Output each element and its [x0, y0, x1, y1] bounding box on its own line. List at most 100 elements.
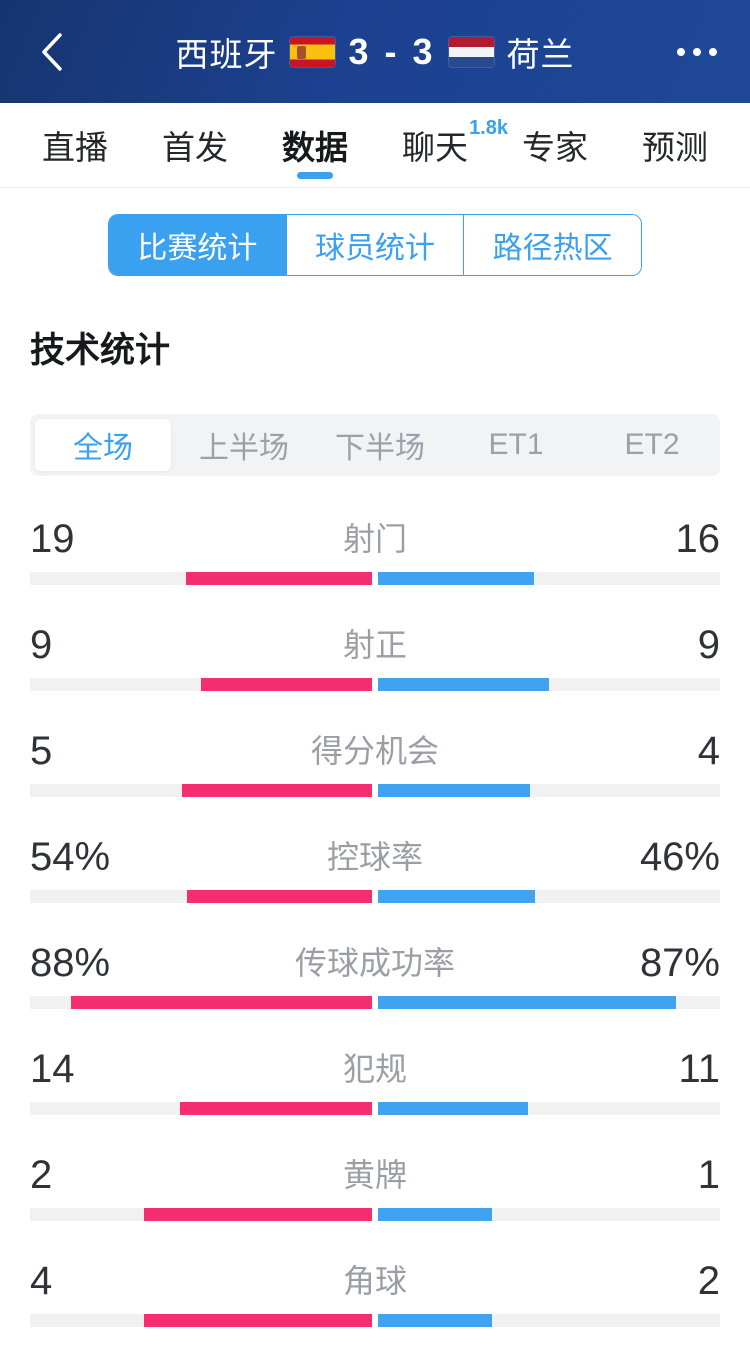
- chat-count-badge: 1.8k: [469, 116, 508, 139]
- home-value-possession: 54%: [30, 835, 111, 879]
- back-button[interactable]: [22, 0, 82, 103]
- nav-tab-label: 预测: [642, 129, 708, 166]
- stat-row-big-chances: 5 得分机会 4: [30, 714, 720, 820]
- stat-label-shots: 射门: [342, 521, 408, 557]
- away-bar-fill: [378, 784, 530, 797]
- away-bar-track: [378, 996, 720, 1009]
- home-bar-track: [30, 784, 372, 797]
- home-bar-fill: [180, 1102, 372, 1115]
- stat-row-shots: 19 射门 16: [30, 502, 720, 608]
- stat-row-corners: 4 角球 2: [30, 1244, 720, 1350]
- active-tab-underline-icon: [297, 171, 333, 179]
- app-header: 西班牙 3 - 3 荷兰: [0, 0, 750, 103]
- period-tab-full-match[interactable]: 全场: [35, 419, 171, 471]
- stat-bar-yellow-cards: [30, 1208, 720, 1221]
- home-value-yellow-cards: 2: [30, 1153, 53, 1197]
- away-value-shots-on-target: 9: [697, 623, 720, 667]
- nav-tab-chat[interactable]: 聊天 1.8k: [402, 103, 508, 188]
- stat-row-head: 5 得分机会 4: [30, 728, 720, 774]
- away-team-name: 荷兰: [506, 35, 575, 73]
- stat-row-head: 14 犯规 11: [30, 1046, 720, 1092]
- home-bar-track: [30, 1314, 372, 1327]
- home-value-big-chances: 5: [30, 729, 53, 773]
- nav-tab-label: 首发: [162, 129, 228, 166]
- stat-label-yellow-cards: 黄牌: [342, 1157, 408, 1193]
- segment-heat-zones[interactable]: 路径热区: [463, 215, 641, 275]
- nav-tab-prediction[interactable]: 预测: [642, 103, 708, 188]
- segment-match-stats[interactable]: 比赛统计: [109, 215, 286, 275]
- nav-tab-label: 专家: [522, 129, 588, 166]
- home-bar-fill: [71, 996, 372, 1009]
- nav-tab-experts[interactable]: 专家: [522, 103, 588, 188]
- match-title: 西班牙 3 - 3 荷兰: [0, 28, 750, 76]
- home-bar-track: [30, 1208, 372, 1221]
- stat-bar-fouls: [30, 1102, 720, 1115]
- chevron-left-icon: [42, 32, 62, 71]
- away-bar-track: [378, 890, 720, 903]
- stat-row-head: 4 角球 2: [30, 1258, 720, 1304]
- away-value-possession: 46%: [639, 835, 720, 879]
- home-bar-track: [30, 678, 372, 691]
- stat-row-shots-on-target: 9 射正 9: [30, 608, 720, 714]
- stat-type-control: 比赛统计 球员统计 路径热区: [108, 214, 642, 276]
- stat-label-big-chances: 得分机会: [310, 733, 440, 769]
- stat-row-head: 19 射门 16: [30, 516, 720, 562]
- home-bar-fill: [201, 678, 372, 691]
- away-bar-fill: [378, 678, 549, 691]
- stat-bar-shots: [30, 572, 720, 585]
- more-button[interactable]: [662, 0, 732, 103]
- stat-row-head: 2 黄牌 1: [30, 1152, 720, 1198]
- away-value-shots: 16: [675, 517, 721, 561]
- stat-type-control-wrap: 比赛统计 球员统计 路径热区: [0, 214, 750, 276]
- away-bar-fill: [378, 1314, 492, 1327]
- away-bar-track: [378, 678, 720, 691]
- period-tab-et2[interactable]: ET2: [624, 428, 680, 461]
- away-value-corners: 2: [697, 1259, 720, 1303]
- nav-tab-label: 直播: [42, 129, 108, 166]
- stat-bar-big-chances: [30, 784, 720, 797]
- away-bar-track: [378, 1208, 720, 1221]
- home-bar-fill: [182, 784, 372, 797]
- netherlands-flag-icon: [448, 36, 494, 67]
- away-bar-fill: [378, 1208, 492, 1221]
- away-bar-track: [378, 1314, 720, 1327]
- match-score: 3 - 3: [348, 30, 436, 72]
- nav-tab-live[interactable]: 直播: [42, 103, 108, 188]
- ellipsis-icon: [693, 47, 701, 56]
- stat-row-yellow-cards: 2 黄牌 1: [30, 1138, 720, 1244]
- home-value-pass-accuracy: 88%: [30, 941, 111, 985]
- home-bar-fill: [187, 890, 372, 903]
- period-tab-second-half[interactable]: 下半场: [335, 432, 425, 465]
- home-bar-fill: [186, 572, 372, 585]
- stat-label-pass-accuracy: 传球成功率: [294, 945, 456, 981]
- period-tab-et1[interactable]: ET1: [488, 428, 544, 461]
- period-tab-first-half[interactable]: 上半场: [199, 432, 289, 465]
- away-value-fouls: 11: [678, 1047, 720, 1091]
- home-bar-track: [30, 572, 372, 585]
- stat-row-fouls: 14 犯规 11: [30, 1032, 720, 1138]
- ellipsis-icon: [677, 47, 685, 56]
- nav-tab-label: 聊天: [402, 129, 468, 166]
- segment-player-stats[interactable]: 球员统计: [285, 215, 464, 275]
- nav-tab-lineup[interactable]: 首发: [162, 103, 228, 188]
- stat-bar-possession: [30, 890, 720, 903]
- home-value-shots: 19: [30, 517, 75, 561]
- nav-tab-data[interactable]: 数据: [282, 103, 348, 188]
- away-bar-track: [378, 1102, 720, 1115]
- away-value-yellow-cards: 1: [697, 1153, 720, 1197]
- home-bar-fill: [144, 1314, 372, 1327]
- away-value-big-chances: 4: [697, 729, 720, 773]
- stat-row-possession: 54% 控球率 46%: [30, 820, 720, 926]
- stat-row-head: 88% 传球成功率 87%: [30, 940, 720, 986]
- away-bar-track: [378, 784, 720, 797]
- spain-flag-icon: [290, 36, 336, 67]
- away-bar-track: [378, 572, 720, 585]
- away-bar-fill: [378, 890, 536, 903]
- ellipsis-icon: [709, 47, 717, 56]
- nav-tabs: 直播 首发 数据 聊天 1.8k 专家 预测: [0, 103, 750, 188]
- stat-label-shots-on-target: 射正: [342, 627, 408, 663]
- home-team-name: 西班牙: [175, 35, 278, 73]
- stat-row-head: 54% 控球率 46%: [30, 834, 720, 880]
- away-bar-fill: [378, 1102, 529, 1115]
- stat-bar-shots-on-target: [30, 678, 720, 691]
